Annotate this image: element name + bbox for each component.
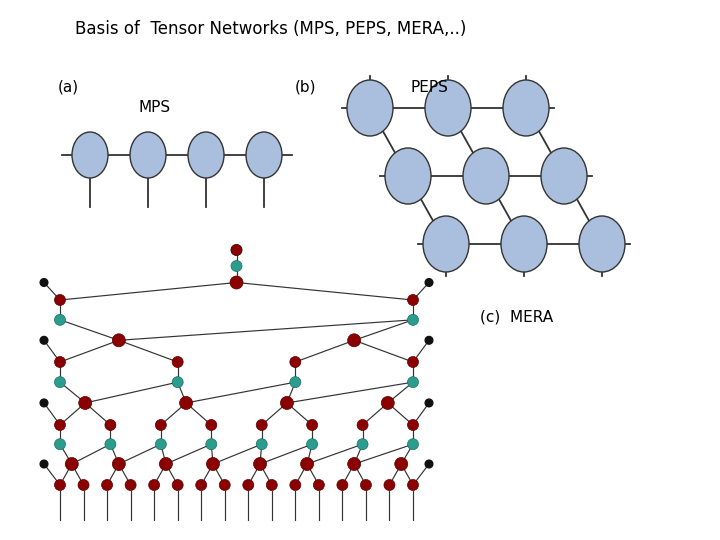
Circle shape <box>78 480 89 490</box>
Ellipse shape <box>425 80 471 136</box>
Circle shape <box>55 420 66 430</box>
Circle shape <box>337 480 348 490</box>
Ellipse shape <box>385 148 431 204</box>
Circle shape <box>55 438 66 450</box>
Circle shape <box>207 457 220 470</box>
Circle shape <box>105 420 116 430</box>
Circle shape <box>55 314 66 325</box>
Circle shape <box>112 457 125 470</box>
Circle shape <box>102 480 112 490</box>
Circle shape <box>408 314 418 325</box>
Circle shape <box>384 480 395 490</box>
Circle shape <box>40 460 48 468</box>
Circle shape <box>55 480 66 490</box>
Ellipse shape <box>130 132 166 178</box>
Circle shape <box>408 356 418 368</box>
Circle shape <box>172 356 183 368</box>
Ellipse shape <box>423 216 469 272</box>
Circle shape <box>408 480 418 490</box>
Ellipse shape <box>188 132 224 178</box>
Circle shape <box>40 399 48 407</box>
Ellipse shape <box>541 148 587 204</box>
Circle shape <box>256 420 267 430</box>
Circle shape <box>156 438 166 450</box>
Circle shape <box>112 334 125 347</box>
Circle shape <box>425 460 433 468</box>
Text: (b): (b) <box>295 80 317 95</box>
Circle shape <box>301 457 314 470</box>
Circle shape <box>231 245 242 255</box>
Circle shape <box>78 396 91 409</box>
Circle shape <box>179 396 192 409</box>
Ellipse shape <box>463 148 509 204</box>
Circle shape <box>55 356 66 368</box>
Circle shape <box>125 480 136 490</box>
Circle shape <box>313 480 325 490</box>
Circle shape <box>408 438 418 450</box>
Ellipse shape <box>501 216 547 272</box>
Circle shape <box>307 420 318 430</box>
Circle shape <box>172 480 183 490</box>
Circle shape <box>425 279 433 286</box>
Ellipse shape <box>579 216 625 272</box>
Ellipse shape <box>246 132 282 178</box>
Circle shape <box>280 396 294 409</box>
Circle shape <box>307 438 318 450</box>
Circle shape <box>243 480 253 490</box>
Circle shape <box>290 377 301 388</box>
Circle shape <box>357 438 368 450</box>
Circle shape <box>266 480 277 490</box>
Circle shape <box>219 480 230 490</box>
Circle shape <box>256 438 267 450</box>
Circle shape <box>196 480 207 490</box>
Circle shape <box>55 294 66 306</box>
Circle shape <box>348 334 361 347</box>
Circle shape <box>361 480 372 490</box>
Circle shape <box>206 420 217 430</box>
Circle shape <box>290 356 301 368</box>
Circle shape <box>408 420 418 430</box>
Text: (a): (a) <box>58 80 79 95</box>
Circle shape <box>357 420 368 430</box>
Ellipse shape <box>347 80 393 136</box>
Circle shape <box>66 457 78 470</box>
Circle shape <box>148 480 160 490</box>
Circle shape <box>159 457 172 470</box>
Circle shape <box>425 336 433 344</box>
Circle shape <box>40 336 48 344</box>
Text: PEPS: PEPS <box>410 80 448 95</box>
Circle shape <box>290 480 301 490</box>
Circle shape <box>230 276 243 289</box>
Circle shape <box>55 377 66 388</box>
Circle shape <box>40 279 48 286</box>
Circle shape <box>105 438 116 450</box>
Circle shape <box>253 457 266 470</box>
Ellipse shape <box>503 80 549 136</box>
Ellipse shape <box>72 132 108 178</box>
Circle shape <box>206 438 217 450</box>
Circle shape <box>231 260 242 272</box>
Text: Basis of  Tensor Networks (MPS, PEPS, MERA,..): Basis of Tensor Networks (MPS, PEPS, MER… <box>75 20 467 38</box>
Circle shape <box>408 377 418 388</box>
Circle shape <box>382 396 395 409</box>
Text: (c)  MERA: (c) MERA <box>480 310 553 325</box>
Circle shape <box>395 457 408 470</box>
Circle shape <box>231 245 242 255</box>
Circle shape <box>348 457 361 470</box>
Circle shape <box>156 420 166 430</box>
Text: MPS: MPS <box>139 100 171 115</box>
Circle shape <box>172 377 183 388</box>
Circle shape <box>425 399 433 407</box>
Circle shape <box>408 294 418 306</box>
